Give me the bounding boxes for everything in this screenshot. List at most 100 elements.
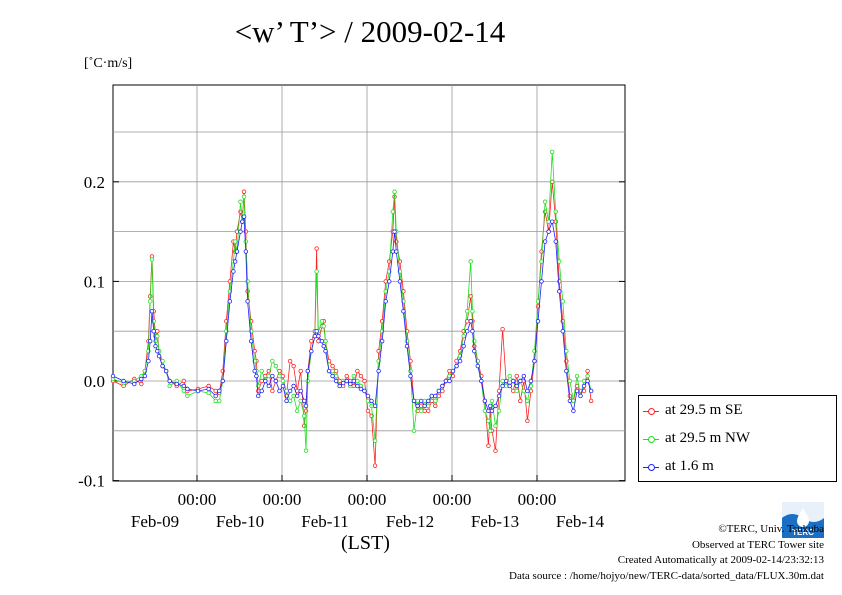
data-point [302, 413, 307, 419]
data-point [433, 403, 438, 409]
data-point [585, 368, 590, 374]
data-point [348, 381, 353, 387]
legend-item-low: at 1.6 m [639, 454, 836, 482]
data-point [567, 378, 573, 384]
data-point [581, 383, 587, 389]
data-point [291, 393, 296, 399]
data-point [358, 386, 364, 392]
data-point [532, 358, 537, 364]
credit-source: Data source : /home/hojyo/new/TERC-data/… [509, 569, 824, 582]
data-point [344, 373, 349, 379]
data-point [500, 383, 505, 389]
data-point [521, 388, 527, 394]
data-point [362, 378, 367, 384]
data-point [457, 358, 463, 364]
data-point [337, 383, 342, 389]
data-point [426, 408, 431, 414]
y-tick-label: 0.0 [84, 372, 105, 391]
legend-item-nw: at 29.5 m NW [639, 426, 836, 454]
data-point [475, 363, 480, 369]
data-point [263, 378, 268, 384]
chart-title: <w’ T’> / 2009-02-14 [234, 14, 506, 49]
x-tick-date: Feb-11 [301, 512, 349, 531]
data-point [243, 239, 249, 244]
x-tick-date: Feb-09 [131, 512, 179, 531]
data-point [232, 239, 238, 244]
data-point [422, 398, 427, 404]
data-point [507, 383, 512, 389]
legend-item-se: at 29.5 m SE [639, 398, 836, 426]
data-point [181, 388, 187, 394]
data-point [564, 368, 569, 374]
data-point [185, 386, 190, 392]
data-point [549, 219, 555, 224]
data-point [564, 348, 569, 354]
data-point [305, 378, 310, 384]
data-point [294, 408, 300, 414]
data-point [181, 383, 187, 389]
data-point [351, 378, 357, 384]
data-point [557, 259, 562, 264]
y-tick-label: 0.1 [84, 272, 105, 291]
data-point [394, 249, 399, 254]
data-point [333, 378, 339, 384]
data-point [241, 189, 247, 194]
data-point [298, 388, 303, 394]
data-point [351, 383, 357, 389]
data-point [511, 378, 516, 384]
data-point [433, 393, 438, 399]
data-point [372, 438, 378, 443]
data-point [217, 388, 222, 394]
data-point [333, 368, 339, 374]
credit-observed: Observed at TERC Tower site [691, 538, 824, 551]
data-point [316, 338, 321, 344]
data-point [528, 378, 534, 384]
data-point [238, 199, 243, 204]
data-point [174, 381, 179, 387]
data-point [525, 388, 530, 394]
data-point [588, 398, 594, 404]
data-point [284, 398, 289, 404]
data-point [273, 378, 279, 384]
data-point [139, 376, 144, 382]
data-point [401, 309, 406, 314]
data-point [440, 383, 445, 389]
data-point [369, 398, 374, 404]
data-point [507, 373, 512, 379]
data-point [355, 378, 360, 384]
data-point [287, 388, 293, 394]
data-point [220, 378, 225, 384]
data-point [426, 403, 431, 409]
data-point [291, 363, 296, 369]
data-point [514, 373, 519, 379]
data-point [500, 378, 505, 384]
data-point [232, 259, 238, 264]
terc-logo: TERC [782, 502, 824, 538]
data-point [305, 368, 310, 374]
data-point [266, 373, 272, 379]
data-point [256, 393, 261, 399]
data-point [461, 343, 466, 349]
x-tick-time: 00:00 [518, 490, 557, 509]
data-point [110, 373, 116, 379]
data-point [443, 378, 449, 384]
data-point [464, 329, 470, 334]
data-point [149, 257, 155, 262]
data-point [404, 343, 410, 349]
data-point [525, 398, 530, 404]
x-tick-date: Feb-13 [471, 512, 519, 531]
data-point [372, 403, 378, 409]
data-point [316, 333, 321, 339]
data-point [525, 418, 530, 424]
data-point [422, 403, 427, 409]
data-point [151, 329, 156, 334]
data-point [358, 373, 364, 379]
data-point [153, 343, 158, 349]
data-point [447, 368, 452, 374]
data-point [487, 403, 493, 409]
data-point [139, 381, 144, 387]
data-point [376, 368, 381, 374]
data-point [298, 368, 303, 374]
y-axis-unit: [˚C·m/s] [84, 56, 133, 71]
data-point [546, 219, 551, 224]
